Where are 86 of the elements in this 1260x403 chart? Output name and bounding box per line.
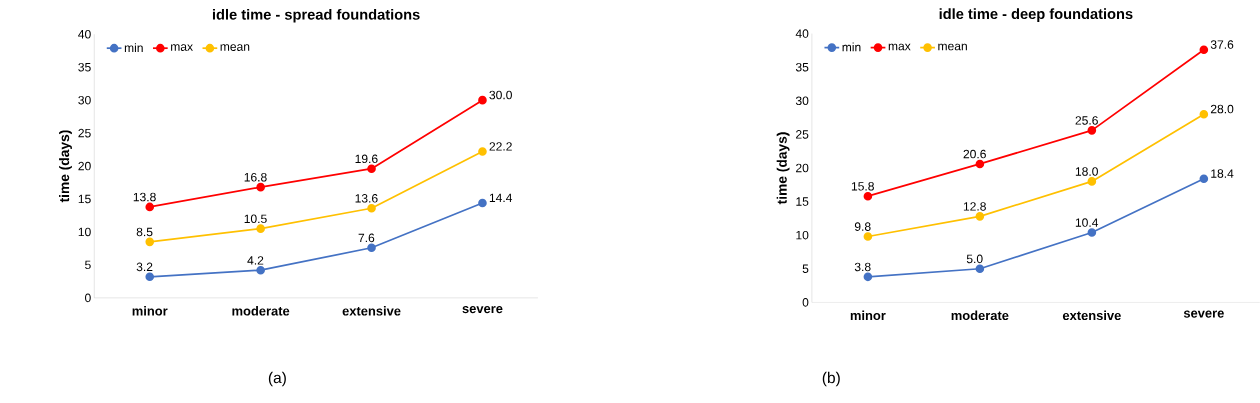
- point: [256, 182, 265, 192]
- point: [1087, 228, 1097, 237]
- text: (b): [822, 371, 840, 387]
- data-label: 9.8: [854, 222, 871, 231]
- y-tick-label: 20: [78, 161, 91, 171]
- y-tick-label: 0: [85, 293, 91, 303]
- point: [1087, 177, 1097, 186]
- legend-label: mean: [938, 43, 967, 51]
- legend-label: min: [124, 43, 143, 52]
- point: [145, 237, 155, 247]
- data-label: 14.4: [489, 193, 513, 202]
- y-tick-label: 15: [78, 194, 91, 204]
- data-label: 37.6: [1210, 40, 1234, 49]
- data-label: 19.6: [355, 154, 378, 164]
- point: [1199, 109, 1209, 119]
- data-label: 13.6: [355, 194, 378, 203]
- data-label: 28.0: [1210, 104, 1234, 114]
- point: [863, 272, 873, 282]
- data-label: 18.4: [1211, 169, 1234, 178]
- legend-label: max: [171, 44, 193, 51]
- y-tick-label: 35: [78, 62, 91, 72]
- data-label: 16.8: [244, 172, 267, 182]
- y-tick-label: 30: [795, 96, 809, 105]
- data-label: 25.6: [1075, 116, 1098, 125]
- point: [863, 232, 873, 241]
- x-tick-label: minor: [850, 310, 886, 320]
- point: [478, 198, 487, 208]
- data-label: 5.0: [966, 254, 983, 264]
- y-tick-label: 25: [796, 130, 809, 139]
- data-label: 10.5: [244, 214, 267, 223]
- data-label: 30.0: [489, 90, 512, 100]
- point: [863, 191, 873, 201]
- x-tick-label: severe: [1183, 310, 1224, 318]
- chart-title: idle time - spread foundations: [212, 8, 420, 23]
- x-tick-label: minor: [132, 306, 168, 316]
- text: (a): [268, 371, 286, 387]
- data-label: 8.5: [136, 227, 153, 237]
- data-label: 10.4: [1075, 218, 1099, 227]
- y-tick-label: 5: [802, 264, 809, 273]
- data-label: 18.0: [1075, 167, 1098, 176]
- point: [1199, 45, 1209, 54]
- point: [478, 147, 487, 156]
- point: [1087, 125, 1097, 135]
- point: [975, 264, 985, 274]
- data-label: 4.2: [247, 256, 264, 265]
- point: [367, 203, 376, 213]
- point: [367, 243, 376, 253]
- point: [367, 164, 376, 173]
- y-tick-label: 40: [78, 29, 91, 39]
- x-tick-label: extensive: [1062, 310, 1121, 320]
- point: [1199, 174, 1209, 183]
- point: [256, 265, 265, 275]
- chart-title: idle time - deep foundations: [939, 8, 1133, 22]
- y-tick-label: 10: [78, 227, 91, 237]
- y-tick-label: 30: [78, 95, 91, 105]
- y-tick-label: 25: [78, 128, 91, 138]
- x-tick-label: moderate: [951, 310, 1009, 320]
- point: [975, 211, 985, 221]
- y-tick-label: 35: [795, 62, 809, 72]
- y-tick-label: 20: [796, 163, 809, 173]
- legend-label: max: [888, 43, 911, 51]
- data-label: 20.6: [963, 149, 986, 159]
- data-label: 13.8: [133, 192, 156, 202]
- x-tick-label: moderate: [232, 306, 290, 316]
- y-tick-label: 10: [796, 230, 809, 240]
- point: [478, 95, 487, 105]
- legend-label: mean: [220, 44, 250, 51]
- data-label: 15.8: [851, 181, 874, 191]
- point: [145, 202, 155, 212]
- y-tick-label: 40: [795, 29, 809, 38]
- data-label: 3.8: [854, 262, 871, 272]
- legend-label: min: [842, 42, 861, 52]
- y-tick-label: 5: [85, 260, 91, 270]
- y-tick-label: 0: [802, 298, 809, 307]
- point: [145, 272, 155, 282]
- x-tick-label: severe: [462, 306, 503, 314]
- data-label: 3.2: [136, 262, 153, 272]
- point: [975, 159, 985, 169]
- y-tick-label: 15: [796, 197, 809, 206]
- y-axis-title: time (days): [59, 130, 72, 203]
- x-tick-label: extensive: [342, 306, 401, 316]
- data-label: 7.6: [358, 233, 375, 243]
- data-label: 12.8: [963, 202, 986, 211]
- y-axis-title: time (days): [776, 132, 790, 205]
- data-label: 22.2: [489, 142, 512, 151]
- point: [256, 224, 265, 233]
